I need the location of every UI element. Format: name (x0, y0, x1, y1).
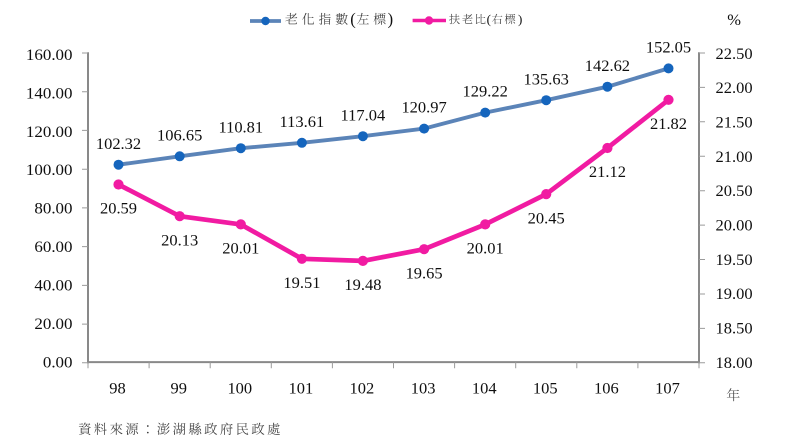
svg-text:(: ( (487, 12, 491, 27)
svg-text:107: 107 (655, 380, 680, 398)
svg-text:19.48: 19.48 (344, 276, 381, 294)
svg-text:152.05: 152.05 (646, 39, 691, 57)
svg-text:22.50: 22.50 (716, 45, 753, 63)
svg-text:40.00: 40.00 (34, 276, 72, 294)
svg-text:20.01: 20.01 (467, 240, 504, 258)
svg-text:20.59: 20.59 (100, 200, 137, 218)
svg-text:20.50: 20.50 (716, 182, 753, 200)
svg-text:140.00: 140.00 (26, 84, 73, 102)
svg-text:): ) (518, 12, 522, 27)
svg-text:%: % (727, 11, 741, 29)
svg-text:80.00: 80.00 (34, 199, 72, 217)
svg-text:105: 105 (533, 380, 558, 398)
svg-text:22.00: 22.00 (716, 79, 753, 97)
svg-text:106.65: 106.65 (157, 127, 202, 145)
svg-text:102: 102 (350, 380, 375, 398)
svg-text:21.12: 21.12 (589, 163, 626, 181)
svg-text:142.62: 142.62 (585, 57, 630, 75)
svg-text:21.82: 21.82 (650, 115, 687, 133)
svg-text:100.00: 100.00 (26, 161, 73, 179)
svg-text:19.00: 19.00 (716, 285, 753, 303)
svg-text:104: 104 (472, 380, 497, 398)
svg-text:21.50: 21.50 (716, 114, 753, 132)
svg-text:19.65: 19.65 (406, 265, 443, 283)
svg-text:(: ( (350, 9, 356, 28)
svg-text:98: 98 (109, 380, 125, 398)
svg-text:19.50: 19.50 (716, 251, 753, 269)
svg-text:120.97: 120.97 (401, 99, 446, 117)
svg-text:101: 101 (289, 380, 314, 398)
svg-text:135.63: 135.63 (524, 71, 569, 89)
svg-text:100: 100 (227, 380, 252, 398)
svg-text:106: 106 (594, 380, 619, 398)
svg-text:18.00: 18.00 (716, 354, 753, 372)
svg-text:120.00: 120.00 (26, 122, 73, 140)
svg-text:129.22: 129.22 (463, 83, 508, 101)
svg-text:113.61: 113.61 (280, 113, 325, 131)
svg-text:102.32: 102.32 (96, 135, 141, 153)
svg-text:20.00: 20.00 (34, 315, 72, 333)
svg-text:21.00: 21.00 (716, 148, 753, 166)
svg-text:18.50: 18.50 (716, 320, 753, 338)
svg-text:20.45: 20.45 (528, 210, 565, 228)
svg-text:117.04: 117.04 (341, 107, 386, 125)
svg-text:20.00: 20.00 (716, 217, 753, 235)
svg-text:): ) (388, 9, 394, 28)
svg-text:19.51: 19.51 (283, 274, 320, 292)
svg-text:20.13: 20.13 (161, 232, 198, 250)
svg-text:60.00: 60.00 (34, 238, 72, 256)
svg-text:110.81: 110.81 (218, 119, 263, 137)
svg-text:160.00: 160.00 (26, 45, 73, 63)
svg-text:0.00: 0.00 (43, 353, 73, 371)
svg-text:20.01: 20.01 (222, 240, 259, 258)
svg-text:99: 99 (170, 380, 186, 398)
svg-text:103: 103 (411, 380, 436, 398)
